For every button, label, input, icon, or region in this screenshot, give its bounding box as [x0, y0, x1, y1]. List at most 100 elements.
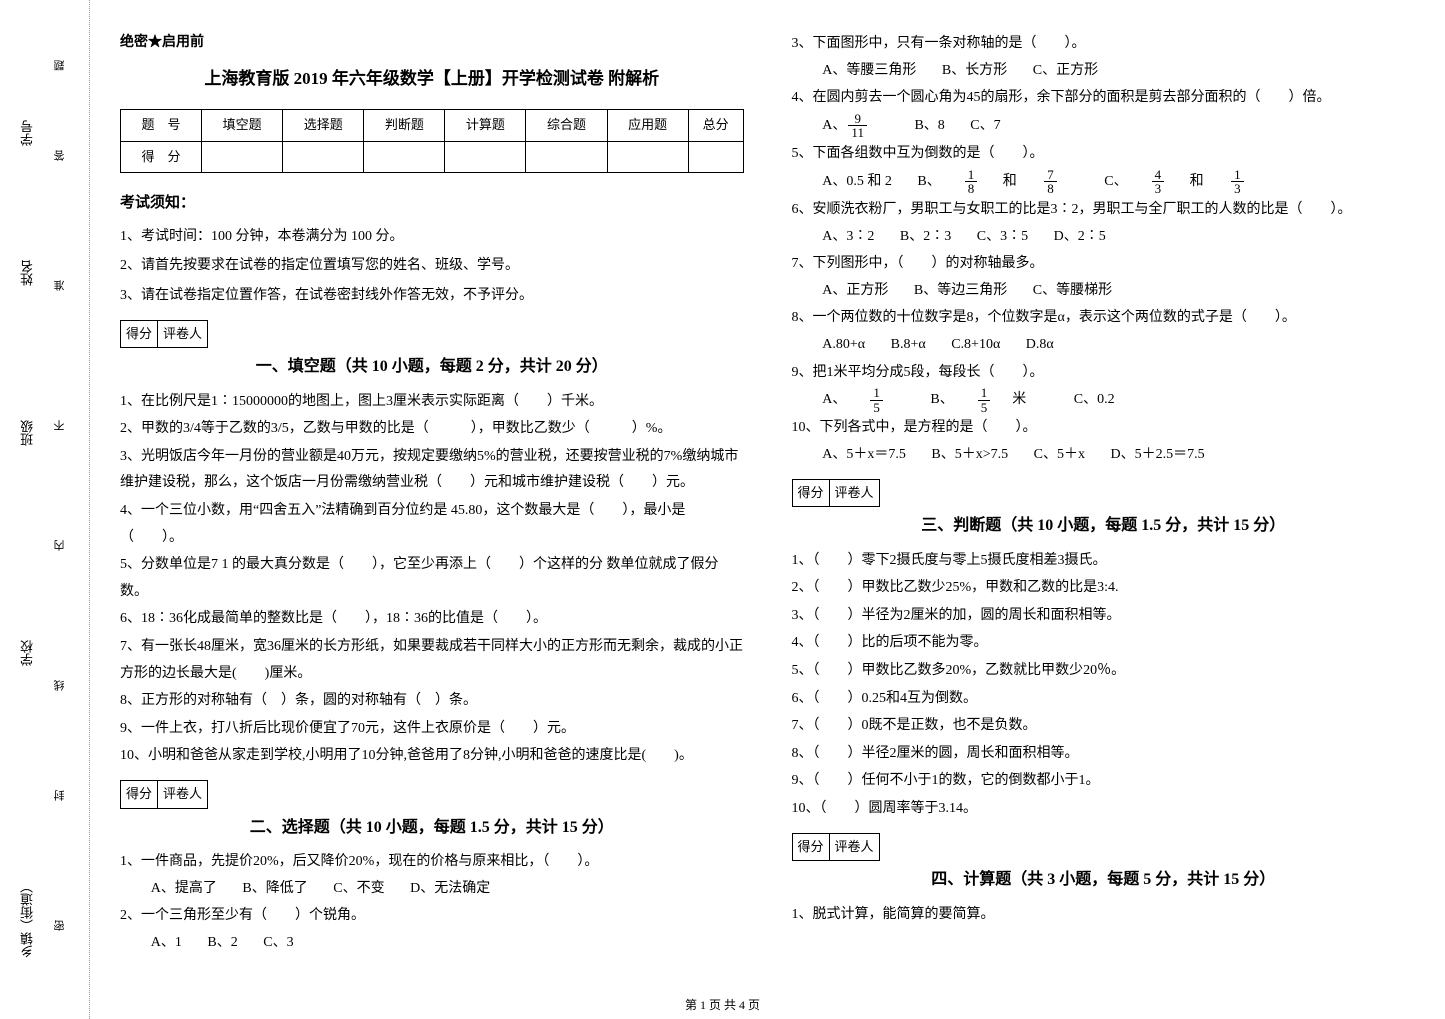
- section-2-title: 二、选择题（共 10 小题，每题 1.5 分，共计 15 分）: [120, 813, 744, 843]
- score-col: 计算题: [445, 109, 526, 141]
- score-row-label: 得 分: [121, 141, 202, 173]
- choice-opts: A、正方形 B、等边三角形 C、等腰梯形: [792, 278, 1416, 305]
- scorebox-grader: 评卷人: [158, 780, 208, 809]
- note-item: 2、请首先按要求在试卷的指定位置填写您的姓名、班级、学号。: [120, 253, 744, 280]
- choice-stem: 2、一个三角形至少有（ ）个锐角。: [120, 903, 744, 930]
- score-cell: [283, 141, 364, 173]
- fill-q: 4、一个三位小数，用“四舍五入”法精确到百分位约是 45.80，这个数最大是（ …: [120, 498, 744, 551]
- choice-stem: 7、下列图形中，（ ）的对称轴最多。: [792, 251, 1416, 278]
- page-footer: 第 1 页 共 4 页: [0, 996, 1445, 1013]
- section-scorebox: 得分 评卷人: [792, 479, 880, 508]
- choice-stem: 3、下面图形中，只有一条对称轴的是（ ）。: [792, 31, 1416, 58]
- judge-q: 6、（ ）0.25和4互为倒数。: [792, 686, 1416, 713]
- scorebox-score: 得分: [120, 320, 158, 349]
- judge-q: 2、（ ）甲数比乙数少25%，甲数和乙数的比是3:4.: [792, 575, 1416, 602]
- score-col: 总分: [688, 109, 743, 141]
- opt: B、8: [914, 118, 944, 133]
- note-item: 3、请在试卷指定位置作答，在试卷密封线外作答无效，不予评分。: [120, 283, 744, 310]
- choice-opts: A、等腰三角形 B、长方形 C、正方形: [792, 58, 1416, 85]
- seal-line-char: 答: [52, 150, 68, 161]
- choice-stem: 1、一件商品，先提价20%，后又降价20%，现在的价格与原来相比，（ ）。: [120, 849, 744, 876]
- fill-q: 9、一件上衣，打八折后比现价便宜了70元，这件上衣原价是（ ）元。: [120, 716, 744, 743]
- scorebox-grader: 评卷人: [830, 833, 880, 862]
- opt: B、2: [207, 935, 237, 950]
- fill-q: 3、光明饭店今年一月份的营业额是40万元，按规定要缴纳5%的营业税，还要按营业税…: [120, 444, 744, 497]
- choice-opts: A、5＋x＝7.5 B、5＋x>7.5 C、5＋x D、5＋2.5＝7.5: [792, 442, 1416, 469]
- section-scorebox-row: 得分 评卷人: [792, 833, 1416, 862]
- seal-line-char: 内: [52, 540, 68, 551]
- seal-line-char: 线: [52, 680, 68, 691]
- calc-q: 1、脱式计算，能简算的要简算。: [792, 902, 1416, 929]
- judge-q: 5、（ ）甲数比乙数多20%，乙数就比甲数少20％。: [792, 658, 1416, 685]
- opt: B、15米: [930, 392, 1048, 407]
- choice-q4: 4、在圆内剪去一个圆心角为45的扇形，余下部分的面积是剪去部分面积的（ ）倍。 …: [792, 85, 1416, 140]
- fill-q: 7、有一张长48厘米，宽36厘米的长方形纸，如果要裁成若干同样大小的正方形而无剩…: [120, 634, 744, 687]
- judge-q: 10、（ ）圆周率等于3.14。: [792, 796, 1416, 823]
- choice-opts: A、911 B、8 C、7: [792, 112, 1416, 140]
- judge-q: 1、（ ）零下2摄氏度与零上5摄氏度相差3摄氏。: [792, 548, 1416, 575]
- opt: B.8+α: [891, 337, 926, 352]
- opt: A、0.5 和 2: [822, 174, 892, 189]
- opt: B、2∶3: [900, 229, 951, 244]
- score-cell: [364, 141, 445, 173]
- opt: A、正方形: [822, 283, 888, 298]
- opt: D、2∶5: [1054, 229, 1106, 244]
- opt: D、无法确定: [410, 881, 490, 896]
- score-col: 填空题: [202, 109, 283, 141]
- choice-opts: A、提高了 B、降低了 C、不变 D、无法确定: [120, 876, 744, 903]
- section-3-body: 1、（ ）零下2摄氏度与零上5摄氏度相差3摄氏。 2、（ ）甲数比乙数少25%，…: [792, 548, 1416, 823]
- section-scorebox: 得分 评卷人: [792, 833, 880, 862]
- gutter-label: 学号: [18, 120, 37, 146]
- fill-q: 8、正方形的对称轴有（ ）条，圆的对称轴有（ ）条。: [120, 688, 744, 715]
- section-1-body: 1、在比例尺是1∶15000000的地图上，图上3厘米表示实际距离（ ）千米。 …: [120, 389, 744, 770]
- section-1-title: 一、填空题（共 10 小题，每题 2 分，共计 20 分）: [120, 352, 744, 382]
- opt: C、3∶5: [977, 229, 1028, 244]
- choice-q2: 2、一个三角形至少有（ ）个锐角。 A、1 B、2 C、3: [120, 903, 744, 956]
- seal-line-char: 不: [52, 420, 68, 431]
- judge-q: 4、（ ）比的后项不能为零。: [792, 630, 1416, 657]
- choice-q9: 9、把1米平均分成5段，每段长（ ）。 A、15 B、15米 C、0.2: [792, 360, 1416, 415]
- scorebox-grader: 评卷人: [830, 479, 880, 508]
- opt: A、3∶2: [822, 229, 874, 244]
- exam-title: 上海教育版 2019 年六年级数学【上册】开学检测试卷 附解析: [120, 63, 744, 95]
- notes-heading: 考试须知：: [120, 189, 744, 218]
- section-scorebox-row: 得分 评卷人: [120, 320, 744, 349]
- choice-opts: A、0.5 和 2 B、18 和 78 C、43 和 13: [792, 168, 1416, 196]
- scorebox-grader: 评卷人: [158, 320, 208, 349]
- section-scorebox-row: 得分 评卷人: [120, 780, 744, 809]
- choice-stem: 8、一个两位数的十位数字是8，个位数字是α，表示这个两位数的式子是（ ）。: [792, 305, 1416, 332]
- choice-stem: 10、下列各式中，是方程的是（ ）。: [792, 415, 1416, 442]
- opt: A.80+α: [822, 337, 865, 352]
- opt: A、15: [822, 392, 905, 407]
- score-col: 判断题: [364, 109, 445, 141]
- document-body: 绝密★启用前 上海教育版 2019 年六年级数学【上册】开学检测试卷 附解析 题…: [90, 0, 1445, 980]
- fill-q: 1、在比例尺是1∶15000000的地图上，图上3厘米表示实际距离（ ）千米。: [120, 389, 744, 416]
- gutter-label: 乡镇（街道）: [18, 880, 37, 958]
- score-cell: [607, 141, 688, 173]
- fill-q: 2、甲数的3/4等于乙数的3/5，乙数与甲数的比是（ ），甲数比乙数少（ ）%。: [120, 416, 744, 443]
- choice-q6: 6、安顺洗衣粉厂，男职工与女职工的比是3∶2，男职工与全厂职工的人数的比是（ ）…: [792, 197, 1416, 250]
- choice-q1: 1、一件商品，先提价20%，后又降价20%，现在的价格与原来相比，（ ）。 A、…: [120, 849, 744, 902]
- opt: B、等边三角形: [914, 283, 1007, 298]
- score-col: 综合题: [526, 109, 607, 141]
- section-scorebox: 得分 评卷人: [120, 780, 208, 809]
- opt: C、7: [970, 118, 1000, 133]
- opt: B、5＋x>7.5: [931, 447, 1008, 462]
- opt: C、3: [263, 935, 293, 950]
- score-cell: [445, 141, 526, 173]
- opt: A、1: [151, 935, 182, 950]
- opt: C、43 和 13: [1104, 174, 1265, 189]
- opt: C、0.2: [1074, 392, 1115, 407]
- choice-q5: 5、下面各组数中互为倒数的是（ ）。 A、0.5 和 2 B、18 和 78 C…: [792, 141, 1416, 196]
- section-scorebox-row: 得分 评卷人: [792, 479, 1416, 508]
- choice-q7: 7、下列图形中，（ ）的对称轴最多。 A、正方形 B、等边三角形 C、等腰梯形: [792, 251, 1416, 304]
- opt: C、正方形: [1033, 63, 1098, 78]
- choice-opts: A、1 B、2 C、3: [120, 930, 744, 957]
- seal-line-char: 封: [52, 790, 68, 801]
- secret-label: 绝密★启用前: [120, 30, 744, 57]
- section-scorebox: 得分 评卷人: [120, 320, 208, 349]
- opt: B、长方形: [942, 63, 1007, 78]
- opt: B、降低了: [242, 881, 307, 896]
- choice-opts: A、15 B、15米 C、0.2: [792, 386, 1416, 414]
- judge-q: 3、（ ）半径为2厘米的加，圆的周长和面积相等。: [792, 603, 1416, 630]
